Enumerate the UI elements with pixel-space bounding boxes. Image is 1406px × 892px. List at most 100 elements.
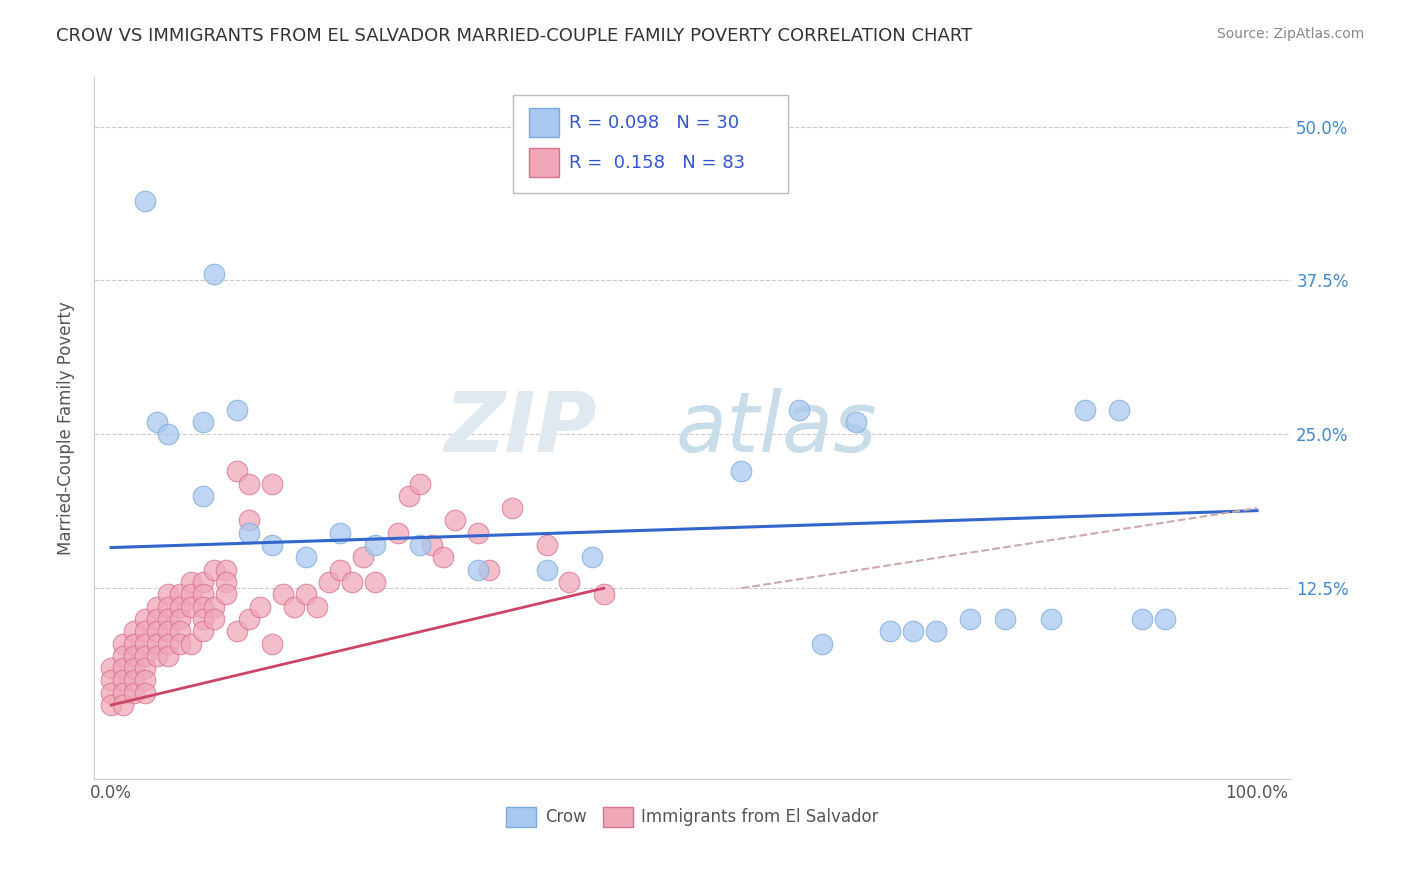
Point	[134, 636, 156, 650]
Point	[387, 525, 409, 540]
Point	[925, 624, 948, 639]
Point	[329, 525, 352, 540]
Point	[111, 648, 134, 663]
Point	[111, 698, 134, 712]
Point	[191, 599, 214, 614]
Point	[122, 648, 145, 663]
Point	[467, 563, 489, 577]
FancyBboxPatch shape	[513, 95, 789, 194]
Point	[134, 673, 156, 688]
Point	[249, 599, 271, 614]
Point	[536, 538, 558, 552]
Point	[283, 599, 305, 614]
Point	[787, 402, 810, 417]
Point	[1154, 612, 1177, 626]
Point	[122, 673, 145, 688]
Point	[238, 476, 260, 491]
Point	[1130, 612, 1153, 626]
Point	[340, 574, 363, 589]
Point	[202, 268, 225, 282]
Point	[398, 489, 420, 503]
Point	[467, 525, 489, 540]
Point	[134, 661, 156, 675]
Point	[363, 574, 385, 589]
Point	[215, 587, 238, 601]
Point	[191, 587, 214, 601]
Point	[191, 489, 214, 503]
Point	[226, 464, 249, 478]
Point	[879, 624, 901, 639]
Point	[238, 513, 260, 527]
Point	[100, 661, 122, 675]
Point	[238, 612, 260, 626]
Point	[122, 624, 145, 639]
Point	[226, 402, 249, 417]
Point	[146, 624, 169, 639]
Point	[169, 624, 191, 639]
Point	[1108, 402, 1130, 417]
Point	[730, 464, 752, 478]
Point	[260, 476, 283, 491]
Point	[191, 624, 214, 639]
FancyBboxPatch shape	[529, 108, 558, 137]
Point	[352, 550, 374, 565]
Point	[180, 587, 202, 601]
Text: Source: ZipAtlas.com: Source: ZipAtlas.com	[1216, 27, 1364, 41]
Point	[157, 427, 180, 442]
Point	[111, 636, 134, 650]
Point	[100, 673, 122, 688]
Point	[111, 661, 134, 675]
Legend: Crow, Immigrants from El Salvador: Crow, Immigrants from El Salvador	[499, 800, 886, 834]
Point	[100, 686, 122, 700]
Point	[307, 599, 329, 614]
Point	[146, 599, 169, 614]
Point	[111, 686, 134, 700]
Point	[329, 563, 352, 577]
Point	[202, 563, 225, 577]
Point	[191, 612, 214, 626]
Point	[409, 476, 432, 491]
Point	[318, 574, 340, 589]
Point	[363, 538, 385, 552]
Point	[295, 587, 318, 601]
Point	[432, 550, 454, 565]
Point	[157, 624, 180, 639]
Point	[134, 612, 156, 626]
Point	[111, 673, 134, 688]
Point	[191, 415, 214, 429]
Point	[215, 574, 238, 589]
FancyBboxPatch shape	[529, 147, 558, 177]
Point	[146, 636, 169, 650]
Point	[536, 563, 558, 577]
Point	[581, 550, 603, 565]
Point	[202, 599, 225, 614]
Point	[157, 648, 180, 663]
Point	[1039, 612, 1062, 626]
Point	[260, 636, 283, 650]
Point	[157, 587, 180, 601]
Point	[180, 599, 202, 614]
Text: ZIP: ZIP	[444, 388, 596, 468]
Point	[501, 501, 523, 516]
Point	[420, 538, 443, 552]
Point	[592, 587, 614, 601]
Text: R =  0.158   N = 83: R = 0.158 N = 83	[569, 154, 745, 172]
Point	[146, 415, 169, 429]
Point	[157, 636, 180, 650]
Point	[134, 624, 156, 639]
Point	[478, 563, 501, 577]
Point	[122, 661, 145, 675]
Point	[238, 525, 260, 540]
Text: atlas: atlas	[676, 388, 877, 468]
Point	[134, 686, 156, 700]
Point	[134, 194, 156, 208]
Point	[157, 599, 180, 614]
Point	[191, 574, 214, 589]
Point	[157, 612, 180, 626]
Text: R = 0.098   N = 30: R = 0.098 N = 30	[569, 114, 740, 132]
Point	[994, 612, 1017, 626]
Point	[959, 612, 981, 626]
Point	[845, 415, 868, 429]
Point	[558, 574, 581, 589]
Point	[226, 624, 249, 639]
